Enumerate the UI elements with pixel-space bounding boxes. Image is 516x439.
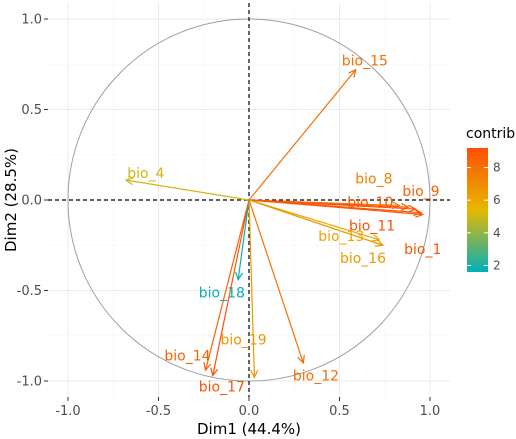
- arrow-bio-15: [248, 69, 357, 201]
- y-tick-label: 1.0: [21, 13, 42, 28]
- legend-tick-label: 8: [493, 161, 501, 175]
- arrowhead-bio-16: [374, 239, 385, 247]
- arrow-bio-13: [248, 199, 380, 241]
- arrow-bio-16: [248, 199, 384, 246]
- x-tick-label: 1.0: [420, 404, 441, 419]
- x-tick-label: 0.0: [239, 404, 260, 419]
- label-bio-13: bio_13: [318, 229, 364, 245]
- arrowhead-bio-17: [210, 367, 219, 377]
- y-axis-ticks: -1.0 -0.5 0.0 0.5 1.0: [17, 13, 48, 390]
- arrowhead-bio-19: [250, 369, 259, 379]
- label-bio-15: bio_15: [342, 54, 388, 70]
- label-bio-14: bio_14: [164, 349, 210, 365]
- x-tick-label: 0.5: [329, 404, 350, 419]
- legend-title: contrib: [466, 126, 515, 142]
- arrow-bio-11: [248, 199, 421, 214]
- legend-colorbar: [467, 148, 488, 272]
- label-bio-18: bio_18: [199, 285, 245, 301]
- arrow-bio-18: [237, 199, 250, 280]
- arrow-bio-12: [248, 199, 304, 364]
- legend: contrib 2 4 6 8: [466, 126, 515, 272]
- arrowhead-bio-14: [203, 362, 212, 372]
- x-axis-label: Dim1 (44.4%): [197, 420, 301, 438]
- legend-tick-label: 2: [493, 258, 501, 272]
- y-tick-label: -0.5: [17, 284, 42, 299]
- arrowhead-bio-9: [400, 202, 410, 211]
- label-bio-11: bio_11: [349, 218, 395, 234]
- label-bio-17: bio_17: [199, 379, 245, 395]
- arrowhead-bio-4: [124, 177, 134, 186]
- arrowhead-bio-13: [371, 233, 381, 242]
- label-bio-16: bio_16: [340, 251, 386, 267]
- label-bio-9: bio_9: [402, 184, 439, 200]
- label-bio-19: bio_19: [220, 332, 266, 348]
- label-bio-12: bio_12: [293, 369, 339, 385]
- y-tick-label: 0.0: [21, 194, 42, 209]
- y-tick-label: 0.5: [21, 103, 42, 118]
- x-tick-label: -1.0: [55, 404, 80, 419]
- legend-tick-label: 4: [493, 226, 501, 240]
- label-bio-10: bio_10: [347, 195, 393, 211]
- y-tick-label: -1.0: [17, 375, 42, 390]
- arrowhead-bio-15: [348, 68, 357, 78]
- arrowhead-bio-11: [413, 208, 423, 217]
- x-axis-ticks: -1.0 -0.5 0.0 0.5 1.0: [55, 397, 440, 419]
- arrow-bio-14: [204, 199, 250, 371]
- arrowhead-bio-18: [235, 271, 244, 282]
- arrow-bio-17: [212, 199, 250, 376]
- label-bio-8: bio_8: [355, 171, 392, 187]
- label-bio-4: bio_4: [127, 166, 164, 182]
- arrowhead-bio-12: [297, 354, 305, 365]
- legend-tick-label: 6: [493, 193, 501, 207]
- arrow-bio-19: [248, 199, 256, 378]
- arrowhead-bio-1: [415, 209, 425, 218]
- legend-ticks: 2 4 6 8: [467, 161, 501, 272]
- x-tick-label: -0.5: [146, 404, 171, 419]
- variable-arrows: [124, 68, 425, 379]
- arrow-bio-4: [125, 179, 250, 201]
- label-bio-1: bio_1: [404, 242, 441, 258]
- y-axis-label: Dim2 (28.5%): [2, 148, 20, 252]
